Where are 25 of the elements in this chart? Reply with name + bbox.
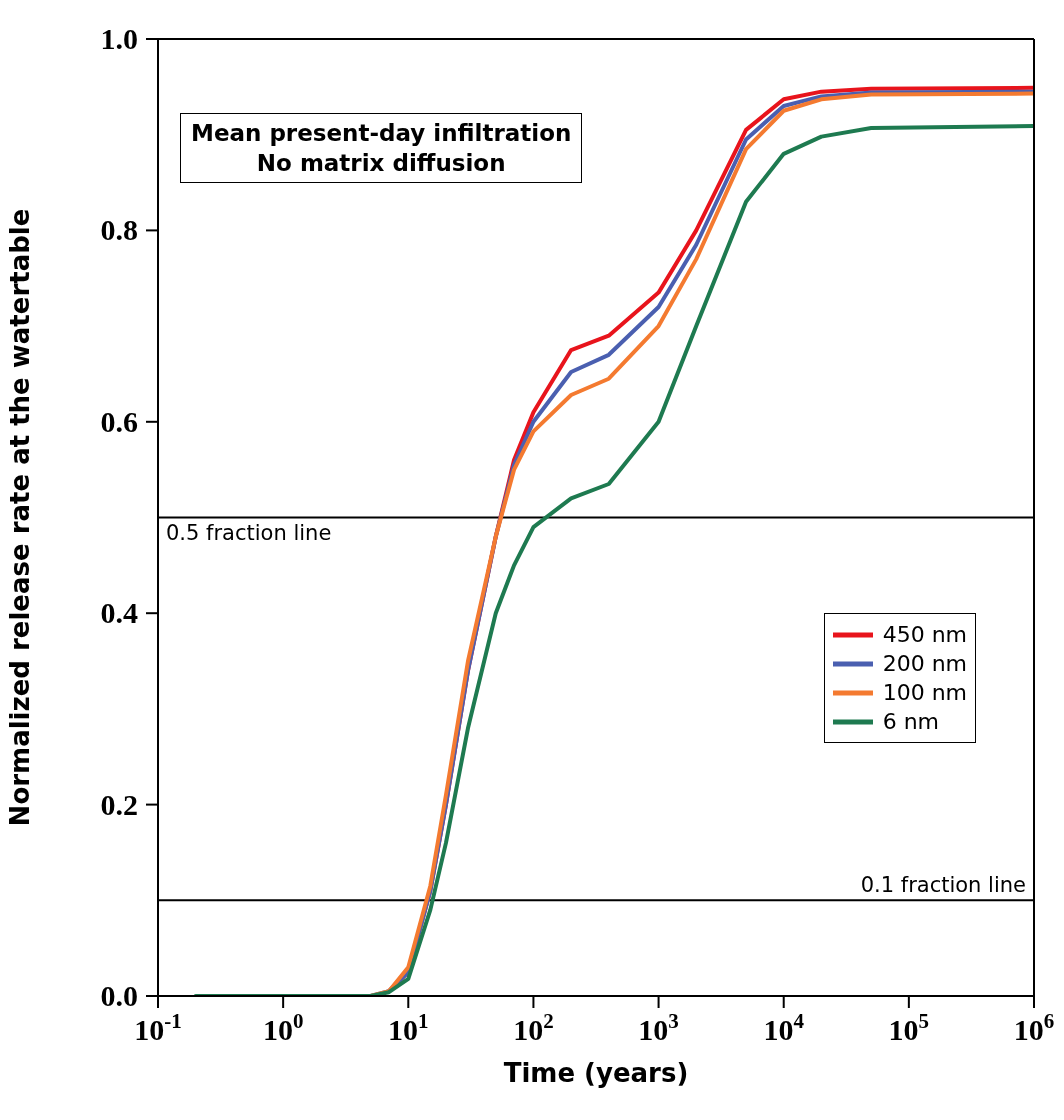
x-tick-label: 10$^{6}$ <box>1013 1009 1055 1046</box>
y-tick-label: 0.4 <box>100 596 138 630</box>
x-tick-label: 10$^{4}$ <box>763 1009 805 1046</box>
text-box: Mean present-day infiltration No matrix diffusion <box>180 113 583 183</box>
annotation: No matrix diffusion <box>255 149 507 178</box>
x-tick-label: 10$^{0}$ <box>262 1009 304 1046</box>
legend-label: 100 nm <box>882 680 967 705</box>
x-tick-label: 10$^{3}$ <box>638 1009 679 1046</box>
y-tick-label: 0.6 <box>100 404 138 438</box>
y-axis-title: Normalized release rate at the watertable <box>5 208 36 827</box>
x-tick-label: 10$^{1}$ <box>388 1009 429 1046</box>
legend-label: 6 nm <box>882 709 940 734</box>
annotation: Mean present-day infiltration <box>191 119 572 148</box>
legend-label: 200 nm <box>882 651 967 676</box>
ref-line-label: 0.1 fraction line <box>860 873 1026 898</box>
y-tick-label: 1.0 <box>100 22 138 55</box>
x-tick-label: 10$^{5}$ <box>888 1009 930 1046</box>
ref-line-label: 0.5 fraction line <box>166 521 332 546</box>
y-tick-label: 0.8 <box>100 213 138 247</box>
y-tick-label: 0.2 <box>100 787 138 821</box>
x-tick-label: 10$^{2}$ <box>513 1009 554 1046</box>
x-tick-label: 10$^{-1}$ <box>134 1009 182 1046</box>
legend-label: 450 nm <box>882 622 967 647</box>
y-tick-label: 0.0 <box>100 979 138 1012</box>
x-axis-title: Time (years) <box>503 1058 689 1088</box>
